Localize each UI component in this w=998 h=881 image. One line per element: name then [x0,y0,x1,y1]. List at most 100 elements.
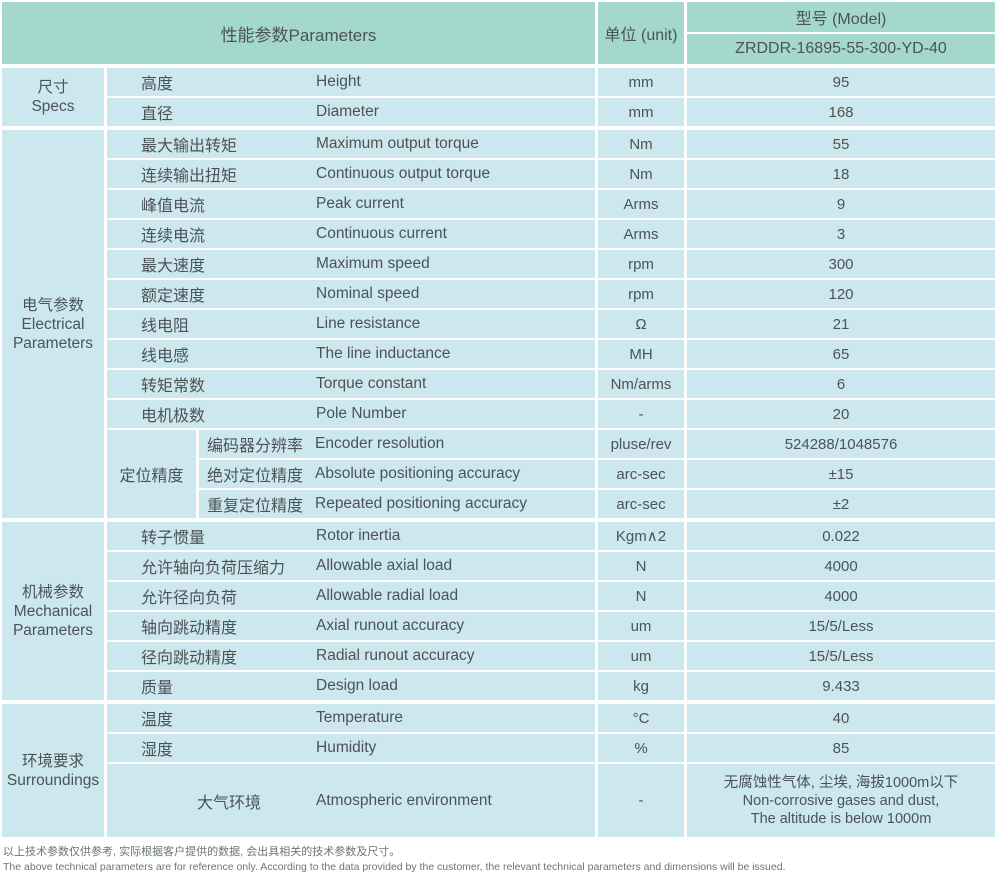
section-label-electrical: 电气参数 Electrical Parameters [2,130,104,518]
param-name-en: Radial runout accuracy [316,647,475,664]
unit-cell: um [598,642,684,670]
atmospheric-value-line3: The altitude is below 1000m [750,810,932,827]
table-row: 电机极数 Pole Number - 20 [107,400,995,428]
table-row: 轴向跳动精度 Axial runout accuracy um 15/5/Less [107,612,995,640]
value-cell: 21 [687,310,995,338]
param-name-en: Allowable radial load [316,587,459,604]
param-name-en: The line inductance [316,345,451,362]
value-cell: 18 [687,160,995,188]
param-name-en: Nominal speed [316,285,420,302]
param-name-cn: 最大输出转矩 [141,138,238,155]
footnote-en: The above technical parameters are for r… [3,861,786,873]
param-name-cn: 连续输出扭矩 [141,168,238,185]
section-electrical: 电气参数 Electrical Parameters 最大输出转矩 Maximum… [2,130,995,518]
param-name-en: Allowable axial load [316,557,453,574]
param-name-en: Peak current [316,195,404,212]
table-row: 转矩常数 Torque constant Nm/arms 6 [107,370,995,398]
table-row-atmospheric: 大气环境 Atmospheric environment - 无腐蚀性气体, 尘埃… [107,764,995,837]
unit-cell: N [598,552,684,580]
param-name-en: Height [316,73,361,90]
unit-cell: pluse/rev [598,430,684,458]
param-name-cn: 径向跳动精度 [141,650,238,667]
param-name-cn: 湿度 [141,742,174,759]
section-specs: 尺寸 Specs 高度 Height mm 95 直径 Diameter mm 16… [2,68,995,126]
unit-cell: Nm [598,160,684,188]
positioning-accuracy-group-label: 定位精度 [107,430,196,518]
param-name-cn: 转子惯量 [141,530,206,547]
value-cell: 15/5/Less [687,612,995,640]
table-row: 温度 Temperature °C 40 [107,704,995,732]
param-name-en: Maximum speed [316,255,430,272]
parameters-header-cell: 性能参数Parameters [2,2,595,64]
atmospheric-value-line2: Non-corrosive gases and dust, [742,792,940,809]
table-row: 径向跳动精度 Radial runout accuracy um 15/5/Les… [107,642,995,670]
model-value-cell: ZRDDR-16895-55-300-YD-40 [687,34,995,64]
param-name-cn: 峰值电流 [141,198,206,215]
unit-cell: - [598,764,684,837]
param-name-en: Continuous output torque [316,165,491,182]
param-name-en: Temperature [316,709,404,726]
table-row: 允许径向负荷 Allowable radial load N 4000 [107,582,995,610]
value-cell: ±15 [687,460,995,488]
value-cell: 4000 [687,582,995,610]
section-label-en: Electrical [21,315,85,333]
table-row: 质量 Design load kg 9.433 [107,672,995,700]
table-row: 额定速度 Nominal speed rpm 120 [107,280,995,308]
section-label-cn: 尺寸 [37,79,69,96]
section-label-en: Parameters [12,621,94,639]
section-label-mechanical: 机械参数 Mechanical Parameters [2,522,104,700]
table-row: 连续电流 Continuous current Arms 3 [107,220,995,248]
section-label-specs: 尺寸 Specs [2,68,104,126]
unit-cell: mm [598,98,684,126]
value-cell: ±2 [687,490,995,518]
table-row: 允许轴向负荷压缩力 Allowable axial load N 4000 [107,552,995,580]
positioning-accuracy-group: 定位精度 编码器分辨率 Encoder resolution pluse/rev … [107,430,995,518]
param-name-cn: 温度 [141,712,174,729]
unit-cell: mm [598,68,684,96]
table-row: 编码器分辨率 Encoder resolution pluse/rev 52428… [199,430,995,458]
param-name-cn: 额定速度 [141,288,206,305]
param-name-en: Humidity [316,739,377,756]
param-name-en: Pole Number [316,405,407,422]
param-name-en: Diameter [316,103,379,120]
section-label-en: Surroundings [6,771,100,789]
value-cell: 0.022 [687,522,995,550]
param-name-cn: 线电感 [141,348,190,365]
table-row: 直径 Diameter mm 168 [107,98,995,126]
unit-cell: N [598,582,684,610]
value-cell: 4000 [687,552,995,580]
param-name-en: Continuous current [316,225,447,242]
param-name-en: Repeated positioning accuracy [315,495,527,512]
section-label-cn: 机械参数 [21,583,84,601]
param-name-cn: 编码器分辨率 [207,438,304,455]
section-label-en: Mechanical [13,602,93,620]
param-name-en: Encoder resolution [315,435,445,452]
value-cell: 95 [687,68,995,96]
param-name-cn: 直径 [141,106,174,123]
value-cell: 20 [687,400,995,428]
value-cell: 无腐蚀性气体, 尘埃, 海拔1000m以下 Non-corrosive gase… [687,764,995,837]
table-row: 高度 Height mm 95 [107,68,995,96]
table-row: 重复定位精度 Repeated positioning accuracy arc-… [199,490,995,518]
param-name-en: Absolute positioning accuracy [315,465,521,482]
param-name-en: Design load [316,677,398,694]
param-name-cn: 质量 [141,680,174,697]
param-name-en: Rotor inertia [316,527,401,544]
section-label-en: Specs [31,98,75,115]
param-name-cn: 轴向跳动精度 [141,620,238,637]
param-name-en: Torque constant [316,375,427,392]
param-name-cn: 转矩常数 [141,378,206,395]
table-row: 线电阻 Line resistance Ω 21 [107,310,995,338]
param-name-cn: 连续电流 [141,228,206,245]
param-name-cn: 大气环境 [197,794,262,812]
param-name-cn: 绝对定位精度 [207,468,304,485]
unit-cell: kg [598,672,684,700]
param-name-en: Maximum output torque [316,135,479,152]
unit-cell: rpm [598,280,684,308]
unit-cell: Ω [598,310,684,338]
section-label-en: Parameters [12,334,94,352]
value-cell: 40 [687,704,995,732]
unit-cell: um [598,612,684,640]
unit-cell: °C [598,704,684,732]
unit-cell: - [598,400,684,428]
